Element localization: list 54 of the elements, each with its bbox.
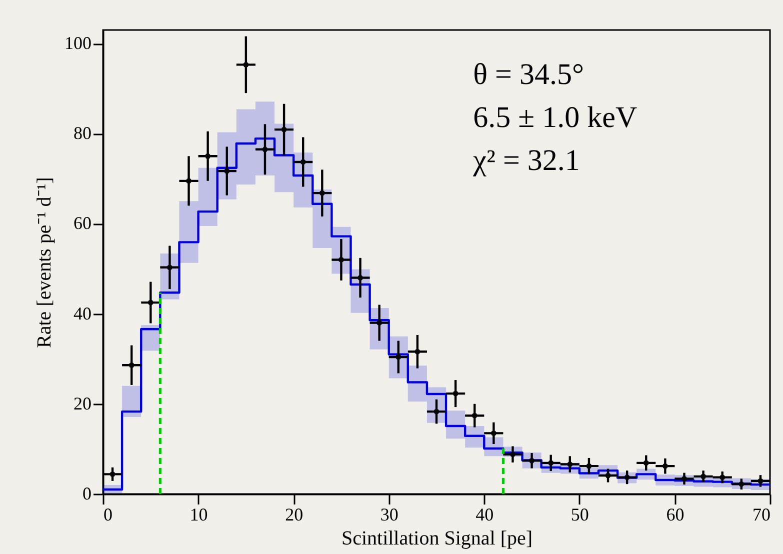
point	[148, 300, 154, 306]
point	[128, 362, 134, 368]
y-tick-label: 100	[64, 33, 92, 54]
point	[110, 471, 116, 477]
y-tick-label: 60	[74, 213, 92, 234]
x-tick-label: 30	[380, 504, 398, 524]
point	[281, 126, 287, 132]
point	[205, 153, 211, 159]
point	[300, 159, 306, 165]
point	[738, 481, 744, 487]
x-tick-label: 60	[666, 504, 684, 524]
x-axis-title: Scintillation Signal [pe]	[341, 528, 533, 550]
point	[720, 474, 726, 480]
x-tick-label: 10	[190, 504, 208, 524]
point	[700, 474, 706, 480]
point	[414, 348, 420, 354]
x-tick-label: 40	[476, 504, 494, 524]
point	[758, 478, 764, 484]
point	[186, 178, 192, 184]
y-tick-label: 80	[74, 123, 92, 144]
point	[624, 474, 630, 480]
point	[682, 476, 687, 482]
point	[434, 408, 440, 414]
point	[643, 460, 649, 466]
point	[662, 463, 668, 469]
y-axis-title: Rate [events pe⁻¹ d⁻¹]	[34, 177, 56, 348]
x-tick-label: 20	[285, 504, 304, 524]
y-tick-label: 0	[82, 484, 92, 504]
y-tick-label: 20	[74, 393, 92, 414]
annotation: 6.5 ± 1.0 keV	[473, 101, 638, 134]
point	[166, 264, 172, 270]
point	[452, 390, 458, 396]
point	[605, 472, 611, 478]
point	[338, 257, 344, 262]
point	[396, 354, 402, 360]
point	[243, 62, 249, 68]
annotation: χ² = 32.1	[472, 144, 580, 177]
y-tick-label: 40	[74, 303, 92, 324]
point	[376, 320, 382, 326]
point	[262, 146, 268, 152]
annotation: θ = 34.5°	[473, 58, 584, 91]
point	[567, 462, 573, 467]
point	[510, 452, 516, 458]
point	[529, 458, 535, 464]
point	[586, 463, 592, 469]
point	[548, 460, 554, 466]
point	[319, 190, 325, 196]
point	[472, 412, 478, 418]
x-tick-label: 70	[752, 504, 770, 524]
x-tick-label: 50	[570, 504, 589, 524]
point	[490, 430, 496, 436]
point	[224, 168, 230, 174]
x-tick-label: 0	[104, 504, 112, 524]
point	[358, 275, 364, 280]
